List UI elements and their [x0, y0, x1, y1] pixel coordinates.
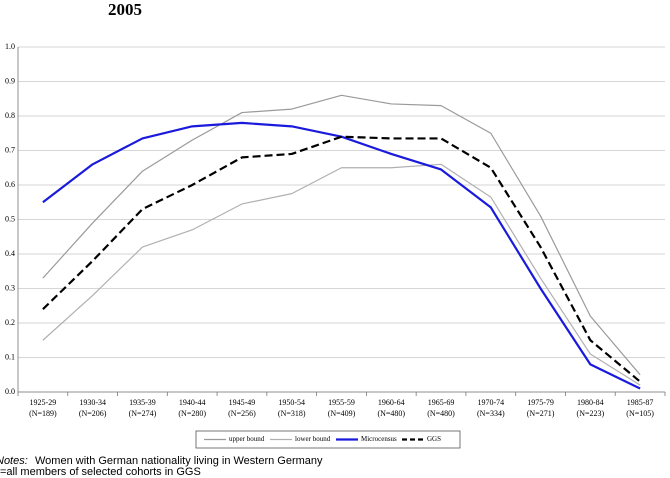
x-tick-note: (N=334) — [477, 409, 505, 418]
x-tick-label: 1960-64 — [378, 398, 405, 407]
legend-box — [195, 430, 461, 449]
x-tick-note: (N=189) — [29, 409, 57, 418]
y-tick-label: 0.8 — [5, 111, 15, 120]
x-tick-note: (N=256) — [228, 409, 256, 418]
legend-label: Microcensus — [361, 435, 397, 443]
x-tick-note: (N=206) — [79, 409, 107, 418]
x-tick-note: (N=271) — [527, 409, 555, 418]
series-line — [42, 163, 641, 386]
x-tick-label: 1935-39 — [129, 398, 156, 407]
y-tick-label: 0.4 — [5, 249, 15, 258]
y-tick-label: 0.5 — [5, 214, 15, 223]
x-tick-note: (N=409) — [328, 409, 356, 418]
series-line — [42, 121, 641, 390]
legend-label: upper bound — [229, 435, 265, 443]
y-tick-label: 0.0 — [5, 387, 15, 396]
x-tick-label: 1985-87 — [627, 398, 654, 407]
legend-label: GGS — [427, 435, 441, 443]
x-tick-note: (N=274) — [129, 409, 157, 418]
legend-label: lower bound — [295, 435, 331, 443]
x-tick-note: (N=480) — [427, 409, 455, 418]
x-tick-note: (N=318) — [278, 409, 306, 418]
y-tick-label: 0.9 — [5, 76, 15, 85]
footnote: N=all members of selected cohorts in GGS — [0, 466, 201, 478]
x-tick-label: 1970-74 — [477, 398, 504, 407]
x-tick-label: 1925-29 — [30, 398, 57, 407]
x-tick-note: (N=280) — [178, 409, 206, 418]
y-tick-label: 0.2 — [5, 318, 15, 327]
x-tick-label: 1965-69 — [428, 398, 455, 407]
y-tick-label: 0.7 — [5, 145, 15, 154]
y-tick-label: 0.1 — [5, 352, 15, 361]
x-tick-note: (N=105) — [626, 409, 654, 418]
y-tick-label: 0.6 — [5, 180, 15, 189]
y-tick-label: 1.0 — [5, 42, 15, 51]
x-tick-note: (N=223) — [577, 409, 605, 418]
x-tick-label: 1940-44 — [179, 398, 206, 407]
notes: Women with German nationality living in … — [35, 455, 323, 467]
x-tick-label: 1955-59 — [328, 398, 355, 407]
x-tick-label: 1980-84 — [577, 398, 604, 407]
series-line — [42, 135, 641, 383]
chart-title: 2005 — [108, 0, 142, 19]
x-tick-label: 1950-54 — [278, 398, 305, 407]
y-tick-label: 0.3 — [5, 283, 15, 292]
notes-label: Notes: — [0, 455, 28, 467]
x-tick-label: 1945-49 — [229, 398, 256, 407]
series-line — [42, 94, 641, 376]
x-tick-note: (N=480) — [377, 409, 405, 418]
x-tick-label: 1975-79 — [527, 398, 554, 407]
x-tick-label: 1930-34 — [79, 398, 106, 407]
